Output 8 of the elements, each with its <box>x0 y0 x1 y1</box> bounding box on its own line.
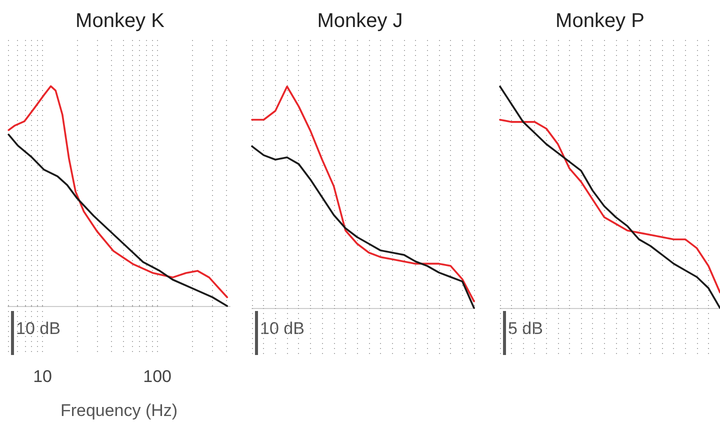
chart-title: Monkey J <box>317 10 403 32</box>
x-tick-label: 10 <box>33 367 52 386</box>
chart-title: Monkey P <box>556 10 644 32</box>
x-axis-title: Frequency (Hz) <box>60 401 178 420</box>
text: 10 dB <box>16 319 60 338</box>
chart-title: Monkey K <box>76 10 166 32</box>
text: 5 dB <box>508 319 543 338</box>
x-tick-label: 100 <box>143 367 172 386</box>
